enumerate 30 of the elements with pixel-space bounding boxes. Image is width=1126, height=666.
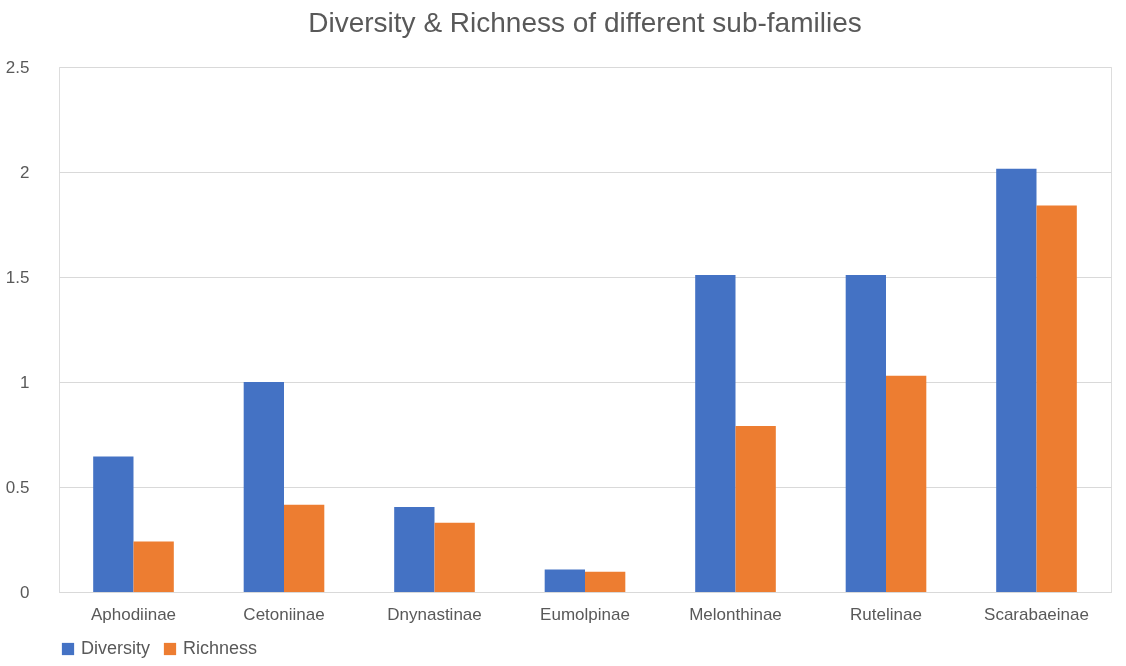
bar <box>996 168 1037 592</box>
y-tick-label: 1 <box>20 372 30 392</box>
x-tick-label: Aphodiinae <box>90 604 177 624</box>
bar <box>1036 205 1077 592</box>
y-tick-label: 1.5 <box>5 267 30 287</box>
bar <box>735 426 776 592</box>
bar <box>133 541 174 592</box>
bar <box>93 456 134 592</box>
bar <box>845 274 886 592</box>
x-tick-label: Rutelinae <box>850 604 922 624</box>
legend-label: Richness <box>183 638 258 658</box>
y-tick-label: 2 <box>20 162 30 182</box>
x-tick-label: Melonthinae <box>689 604 782 624</box>
y-tick-label: 0 <box>20 582 30 602</box>
chart-title: Diversity & Richness of different sub-families <box>308 7 862 38</box>
bar <box>544 569 585 592</box>
y-tick-label: 0.5 <box>5 477 30 497</box>
x-tick-label: Scarabaeinae <box>984 604 1089 624</box>
x-tick-label: Cetoniinae <box>243 604 325 624</box>
bar <box>243 382 284 592</box>
bar <box>585 571 626 592</box>
bar <box>284 504 325 592</box>
bar <box>886 375 927 592</box>
bar <box>394 506 435 592</box>
x-tick-label: Eumolpinae <box>540 604 630 624</box>
x-tick-label: Dnynastinae <box>387 604 482 624</box>
bar <box>434 522 475 592</box>
y-tick-label: 2.5 <box>5 57 30 77</box>
bar <box>695 274 736 592</box>
legend-label: Diversity <box>81 638 151 658</box>
